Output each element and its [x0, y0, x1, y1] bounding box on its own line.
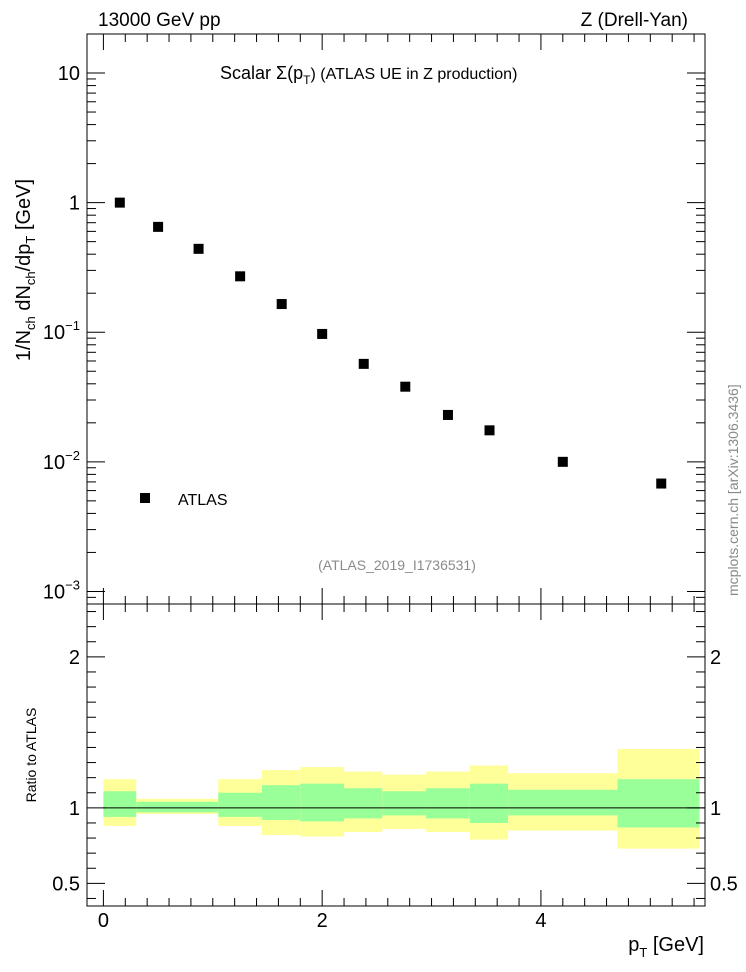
- data-point: [484, 425, 495, 436]
- x-tick-label: 2: [317, 910, 328, 932]
- main-y-axis-title: 1/Nch dNch/dpT [GeV]: [13, 179, 38, 361]
- ratio-band-inner: [344, 788, 383, 819]
- data-point: [153, 221, 164, 232]
- ratio-y-tick-label-right: 2: [710, 647, 721, 669]
- ratio-y-tick-label-right: 0.5: [710, 873, 738, 895]
- data-point: [557, 456, 568, 467]
- x-axis-title: pT [GeV]: [628, 934, 704, 960]
- ratio-y-tick-label-right: 1: [710, 798, 721, 820]
- legend: ATLAS: [140, 492, 228, 509]
- main-y-tick-label: 10−2: [43, 448, 80, 474]
- data-point: [317, 328, 328, 339]
- main-data-points: [114, 197, 667, 489]
- data-point: [193, 243, 204, 254]
- data-point: [235, 271, 246, 282]
- ratio-band-inner: [179, 801, 219, 813]
- credit-text: mcplots.cern.ch [arXiv:1306.3436]: [725, 384, 741, 596]
- main-y-tick-label: 1: [69, 193, 80, 215]
- main-plot-frame: [86, 33, 706, 605]
- data-point: [442, 409, 453, 420]
- ratio-band-inner: [382, 791, 427, 816]
- ratio-band-inner: [469, 783, 509, 823]
- main-y-axis-title-text: 1/Nch dNch/dpT [GeV]: [13, 179, 38, 361]
- ratio-bands: [103, 748, 700, 849]
- header-left: 13000 GeV pp: [98, 10, 221, 31]
- ratio-y-ticks: 0.5 0.5 1 1 2 2: [52, 611, 738, 899]
- data-point: [276, 299, 287, 310]
- ratio-band-inner: [300, 783, 345, 822]
- plot-title-sub: T: [303, 73, 311, 87]
- main-y-ticks: 10−3 10−2 10−1 1 10: [43, 33, 705, 605]
- data-point: [400, 381, 411, 392]
- ratio-band-inner: [508, 789, 618, 816]
- main-y-tick-label: 10−1: [43, 318, 80, 344]
- plot-title: Scalar Σ(pT) (ATLAS UE in Z production): [220, 63, 517, 87]
- ratio-band-inner: [426, 788, 470, 819]
- ratio-y-tick-label-left: 2: [69, 647, 80, 669]
- main-x-ticks: [102, 34, 695, 604]
- plot-title-suffix: ) (ATLAS UE in Z production): [311, 66, 518, 83]
- credit: mcplots.cern.ch [arXiv:1306.3436]: [725, 384, 741, 596]
- analysis-reference: (ATLAS_2019_I1736531): [318, 557, 476, 573]
- ratio-band-inner: [617, 779, 700, 828]
- ratio-band-inner: [136, 801, 180, 813]
- plot-title-prefix: Scalar: [220, 63, 276, 83]
- ratio-y-axis-title-text: Ratio to ATLAS: [23, 708, 39, 803]
- main-y-tick-label: 10: [58, 63, 80, 85]
- main-plot: 10−3 10−2 10−1 1 10 Scalar Σ(pT) (ATLAS UE i…: [43, 33, 706, 605]
- data-point: [114, 197, 125, 208]
- plot-title-sigma: Σ(p: [276, 63, 303, 83]
- ratio-x-ticks: 0 2 4: [98, 604, 695, 932]
- ratio-plot-frame: [86, 603, 706, 907]
- ratio-y-tick-label-left: 0.5: [52, 873, 80, 895]
- header-right: Z (Drell-Yan): [581, 10, 688, 31]
- legend-label: ATLAS: [178, 492, 228, 509]
- ratio-y-axis-title: Ratio to ATLAS: [23, 708, 39, 803]
- x-tick-label: 0: [98, 910, 109, 932]
- ratio-band-inner: [262, 785, 301, 820]
- legend-marker: [140, 493, 150, 503]
- data-point: [358, 358, 369, 369]
- ratio-band-inner: [103, 791, 137, 817]
- data-point: [656, 478, 667, 489]
- x-tick-label: 4: [535, 910, 546, 932]
- ratio-y-tick-label-left: 1: [69, 798, 80, 820]
- ratio-plot: 0.5 0.5 1 1 2 2 0 2 4: [52, 603, 738, 932]
- ratio-band-inner: [218, 792, 263, 817]
- main-y-tick-label: 10−3: [43, 577, 80, 603]
